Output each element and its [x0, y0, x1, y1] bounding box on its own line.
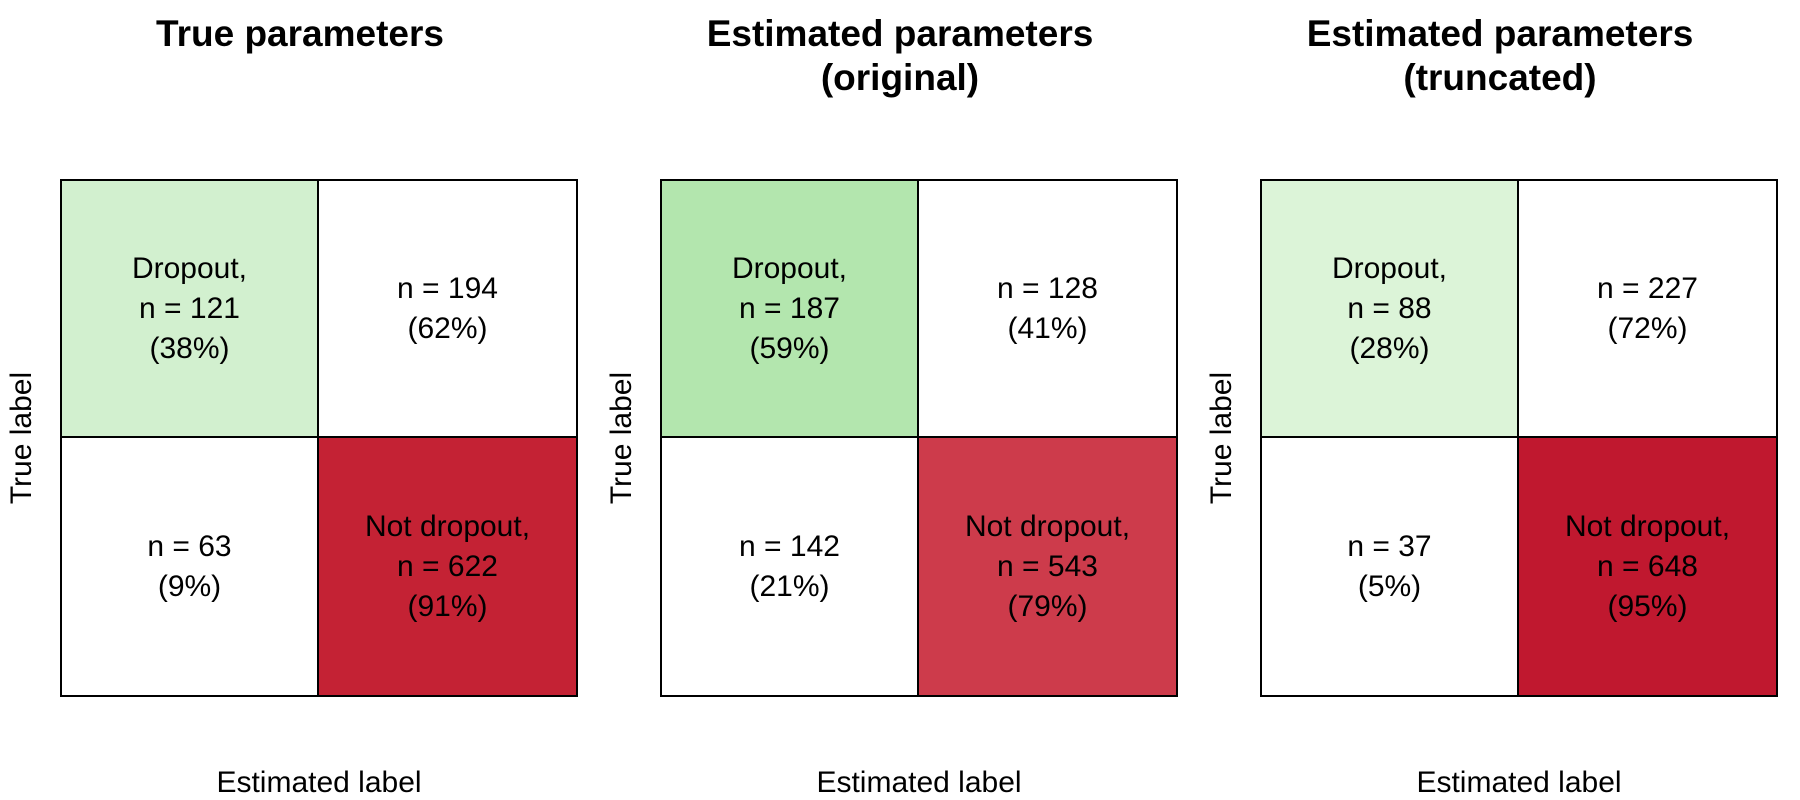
panel-true-parameters: True parameters True label Dropout, n = …	[0, 0, 600, 800]
panel-title: Estimated parameters (truncated)	[1306, 13, 1694, 98]
cell-true-not-dropout-est-not-dropout: Not dropout, n = 648 (95%)	[1519, 438, 1776, 695]
cell-true-not-dropout-est-not-dropout: Not dropout, n = 543 (79%)	[919, 438, 1176, 695]
confusion-matrix: Dropout, n = 88 (28%) n = 227 (72%) n = 37…	[1260, 179, 1778, 697]
cell-true-dropout-est-dropout: Dropout, n = 121 (38%)	[62, 181, 319, 438]
cell-true-dropout-est-not-dropout: n = 194 (62%)	[319, 181, 576, 438]
y-axis-label: True label	[605, 371, 638, 505]
panel-estimated-original: Estimated parameters (original) True lab…	[600, 0, 1200, 800]
cell-true-not-dropout-est-dropout: n = 63 (9%)	[62, 438, 319, 695]
cell-true-dropout-est-not-dropout: n = 227 (72%)	[1519, 181, 1776, 438]
cell-true-not-dropout-est-not-dropout: Not dropout, n = 622 (91%)	[319, 438, 576, 695]
cell-true-dropout-est-dropout: Dropout, n = 88 (28%)	[1262, 181, 1519, 438]
y-axis-label: True label	[5, 371, 38, 505]
panel-estimated-truncated: Estimated parameters (truncated) True la…	[1200, 0, 1800, 800]
confusion-matrix: Dropout, n = 187 (59%) n = 128 (41%) n = 1…	[660, 179, 1178, 697]
y-axis-label: True label	[1205, 371, 1238, 505]
cell-true-not-dropout-est-dropout: n = 142 (21%)	[662, 438, 919, 695]
cell-true-dropout-est-not-dropout: n = 128 (41%)	[919, 181, 1176, 438]
x-axis-label: Estimated label	[1416, 766, 1622, 799]
panel-title: True parameters	[156, 13, 444, 54]
x-axis-label: Estimated label	[216, 766, 422, 799]
x-axis-label: Estimated label	[816, 766, 1022, 799]
cell-true-dropout-est-dropout: Dropout, n = 187 (59%)	[662, 181, 919, 438]
confusion-matrix: Dropout, n = 121 (38%) n = 194 (62%) n = 6…	[60, 179, 578, 697]
panel-title: Estimated parameters (original)	[706, 13, 1094, 98]
cell-true-not-dropout-est-dropout: n = 37 (5%)	[1262, 438, 1519, 695]
